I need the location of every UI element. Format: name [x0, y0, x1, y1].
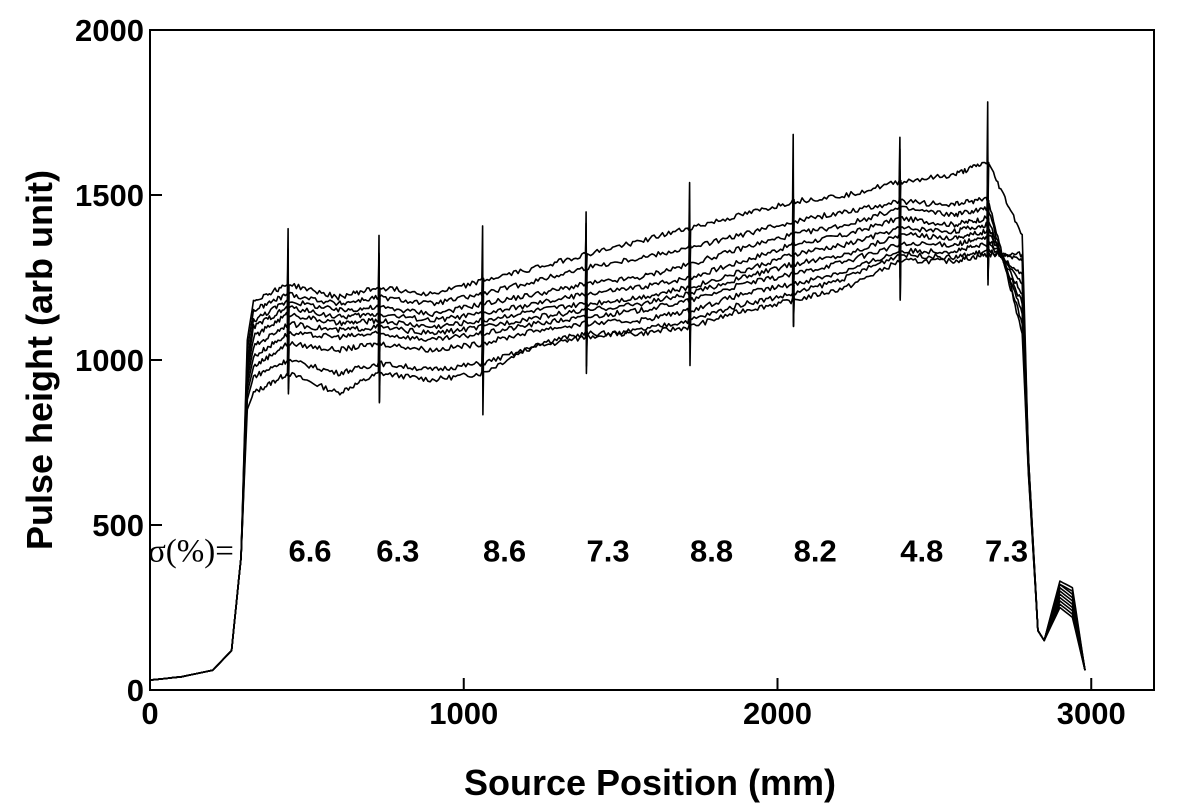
- series-line: [149, 101, 1086, 681]
- series-line: [149, 174, 1086, 681]
- sigma-value: 8.6: [483, 533, 526, 568]
- sigma-value: 8.8: [690, 533, 733, 568]
- y-tick-label: 0: [127, 673, 144, 708]
- series-line: [149, 208, 1086, 681]
- series-line: [149, 148, 1086, 681]
- y-tick-label: 1000: [75, 343, 144, 378]
- sigma-value: 7.3: [587, 533, 630, 568]
- x-tick-label: 3000: [1057, 696, 1126, 731]
- y-axis-title: Pulse height (arb unit): [19, 170, 60, 550]
- sigma-value: 4.8: [900, 533, 943, 568]
- x-axis-ticks: 0 1000 2000 3000: [141, 678, 1126, 731]
- series-line: [149, 189, 1086, 681]
- sigma-value: 8.2: [794, 533, 837, 568]
- x-tick-label: 2000: [743, 696, 812, 731]
- y-tick-label: 500: [92, 508, 144, 543]
- y-tick-label: 1500: [75, 178, 144, 213]
- sigma-annotations: σ(%)= 6.6 6.3 8.6 7.3 8.8 8.2 4.8 7.3: [148, 533, 1028, 569]
- x-tick-label: 0: [141, 696, 158, 731]
- series-line: [149, 191, 1086, 681]
- y-axis-ticks: 0 500 1000 1500 2000: [75, 13, 162, 708]
- series-line: [149, 194, 1086, 681]
- series-line: [149, 172, 1086, 681]
- data-series: [149, 101, 1086, 681]
- sigma-label: σ(%)=: [148, 533, 234, 569]
- sigma-value: 7.3: [985, 533, 1028, 568]
- y-tick-label: 2000: [75, 13, 144, 48]
- series-line: [149, 151, 1086, 681]
- plot-frame: [149, 29, 1155, 691]
- x-axis-title: Source Position (mm): [464, 762, 836, 803]
- series-line: [149, 154, 1086, 681]
- x-tick-label: 1000: [429, 696, 498, 731]
- sigma-value: 6.3: [376, 533, 419, 568]
- sigma-value: 6.6: [288, 533, 331, 568]
